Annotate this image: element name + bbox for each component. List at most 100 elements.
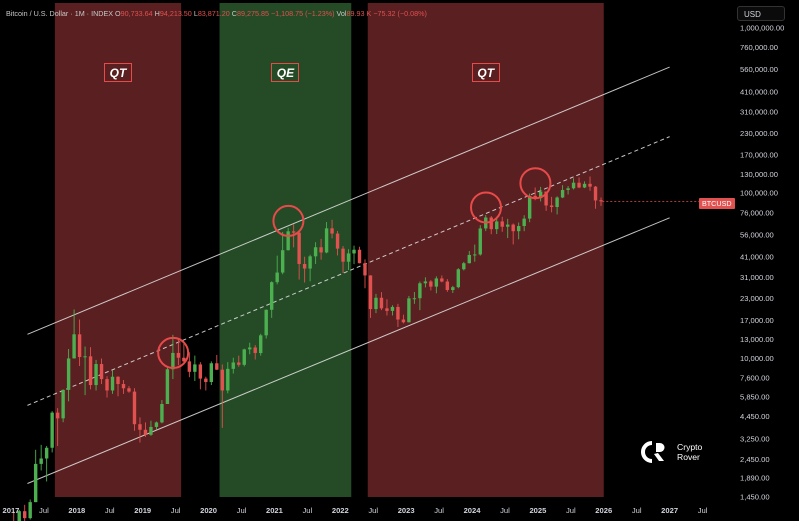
- symbol-name[interactable]: Bitcoin / U.S. Dollar · 1M · INDEX: [6, 9, 114, 18]
- channel-lower-line: [27, 217, 670, 484]
- candle-body-2025-01: [538, 191, 543, 199]
- candles-layer: [13, 176, 700, 521]
- candle-body-2023-07: [440, 278, 444, 282]
- y-tick-label: 1,000,000.00: [740, 24, 784, 33]
- logo-line-1: Crypto: [677, 442, 703, 452]
- candle-body-2022-07: [374, 297, 378, 310]
- candle-body-2023-12: [467, 254, 471, 264]
- candle-body-2018-02: [83, 356, 87, 358]
- candle-body-2019-06: [171, 352, 175, 370]
- candle-body-2019-11: [198, 364, 203, 379]
- candle-body-2020-03: [220, 369, 224, 391]
- candle-body-2022-06: [368, 275, 373, 310]
- brand-logo: Crypto Rover: [640, 439, 702, 465]
- candle-body-2019-10: [193, 364, 197, 372]
- x-tick-label: 2027: [661, 506, 678, 515]
- y-tick-label: 230,000.00: [740, 129, 778, 138]
- candle-body-2022-08: [379, 297, 384, 309]
- candle-body-2018-11: [132, 391, 137, 425]
- x-tick-label: Jul: [105, 506, 115, 515]
- time-axis[interactable]: 2017 Jul 2018 Jul 2019 Jul 2020 Jul 2021 Jul 2022 J…: [3, 506, 708, 515]
- candle-body-2024-11: [527, 195, 532, 219]
- candle-body-2018-10: [127, 388, 131, 392]
- y-tick-label: 56,000.00: [740, 230, 774, 239]
- candle-body-2022-04: [357, 249, 362, 264]
- candle-body-2017-10: [61, 389, 65, 419]
- y-tick-label: 76,000.00: [740, 208, 774, 217]
- candle-body-2020-06: [237, 362, 241, 365]
- candle-body-2022-01: [341, 248, 345, 262]
- zone-qt-2: [367, 3, 604, 497]
- candle-body-2021-04: [291, 231, 296, 233]
- candle-body-2021-11: [330, 228, 334, 234]
- candle-body-2020-11: [264, 309, 268, 336]
- x-tick-label: 2022: [332, 506, 349, 515]
- candle-body-2024-04: [489, 217, 493, 230]
- candle-body-2024-06: [500, 221, 504, 227]
- x-tick-label: 2024: [464, 506, 482, 515]
- candle-body-2023-06: [434, 278, 439, 287]
- candle-body-2023-04: [423, 281, 428, 284]
- zone-label-qt-2: QT: [471, 63, 500, 82]
- candle-body-2018-09: [121, 384, 126, 389]
- candle-body-2025-11: [593, 186, 598, 201]
- price-axis[interactable]: 1,000,000.00 760,000.00 560,000.00 410,000.…: [740, 24, 784, 502]
- zone-label-qe-1: QE: [271, 63, 300, 82]
- candle-body-2018-06: [105, 379, 109, 391]
- candle-body-2018-08: [116, 376, 120, 385]
- zones-layer: [54, 3, 604, 497]
- candle-body-2019-01: [143, 429, 148, 435]
- candle-body-2023-08: [445, 281, 450, 291]
- candle-body-2025-03: [549, 205, 554, 208]
- channel-upper-line: [27, 66, 670, 335]
- close-value: 89,275.85: [237, 9, 269, 18]
- open-key: O: [115, 9, 121, 18]
- candle-body-2023-01: [407, 298, 411, 323]
- high-value: 94,213.50: [159, 9, 192, 18]
- candle-body-2023-09: [451, 287, 455, 291]
- candle-body-2017-07: [44, 447, 49, 459]
- candle-body-2022-03: [352, 249, 356, 254]
- candle-body-2022-05: [363, 263, 367, 276]
- candle-body-2021-05: [297, 232, 301, 264]
- candle-body-2017-09: [55, 412, 60, 419]
- y-tick-label: 23,000.00: [740, 294, 774, 303]
- candle-body-2022-09: [385, 308, 389, 311]
- crypto-rover-logo-icon: [641, 441, 665, 463]
- candle-body-2019-07: [176, 352, 181, 358]
- candle-body-2021-09: [319, 247, 323, 253]
- y-tick-label: 100,000.00: [740, 189, 778, 198]
- candle-body-2019-09: [187, 361, 192, 372]
- candle-body-2021-03: [286, 231, 290, 251]
- highlight-circle-0: [157, 336, 190, 369]
- circles-layer: [157, 167, 552, 369]
- candle-body-2019-03: [154, 422, 159, 427]
- candle-body-2017-02: [17, 511, 21, 521]
- candle-body-2024-01: [473, 254, 477, 256]
- candle-body-2020-10: [259, 335, 263, 354]
- currency-button[interactable]: USD: [737, 6, 785, 21]
- highlight-circle-1: [272, 204, 305, 237]
- candle-body-2025-05: [560, 189, 565, 198]
- x-tick-label: 2023: [398, 506, 415, 515]
- x-tick-label: 2019: [134, 506, 151, 515]
- channel-layer: [27, 66, 670, 484]
- highlight-circle-2: [470, 191, 503, 224]
- y-tick-label: 130,000.00: [740, 170, 778, 179]
- candle-body-2020-08: [248, 347, 252, 350]
- open-value: 90,733.64: [120, 9, 153, 18]
- x-tick-label: Jul: [434, 506, 444, 515]
- candle-body-2023-10: [456, 269, 461, 288]
- y-tick-label: 170,000.00: [740, 151, 778, 160]
- x-tick-label: Jul: [566, 506, 576, 515]
- candle-body-2019-05: [165, 369, 170, 404]
- volume-key: Vol: [336, 9, 347, 18]
- candle-body-2017-08: [50, 412, 54, 448]
- candle-body-2017-11: [66, 358, 71, 390]
- y-tick-label: 31,000.00: [740, 273, 774, 282]
- candle-body-2017-12: [72, 334, 76, 359]
- change-value: −1,108.75 (−1.23%): [270, 9, 335, 18]
- candle-body-2022-10: [390, 306, 395, 311]
- y-tick-label: 5,850.00: [740, 392, 770, 401]
- candle-body-2021-02: [280, 250, 285, 273]
